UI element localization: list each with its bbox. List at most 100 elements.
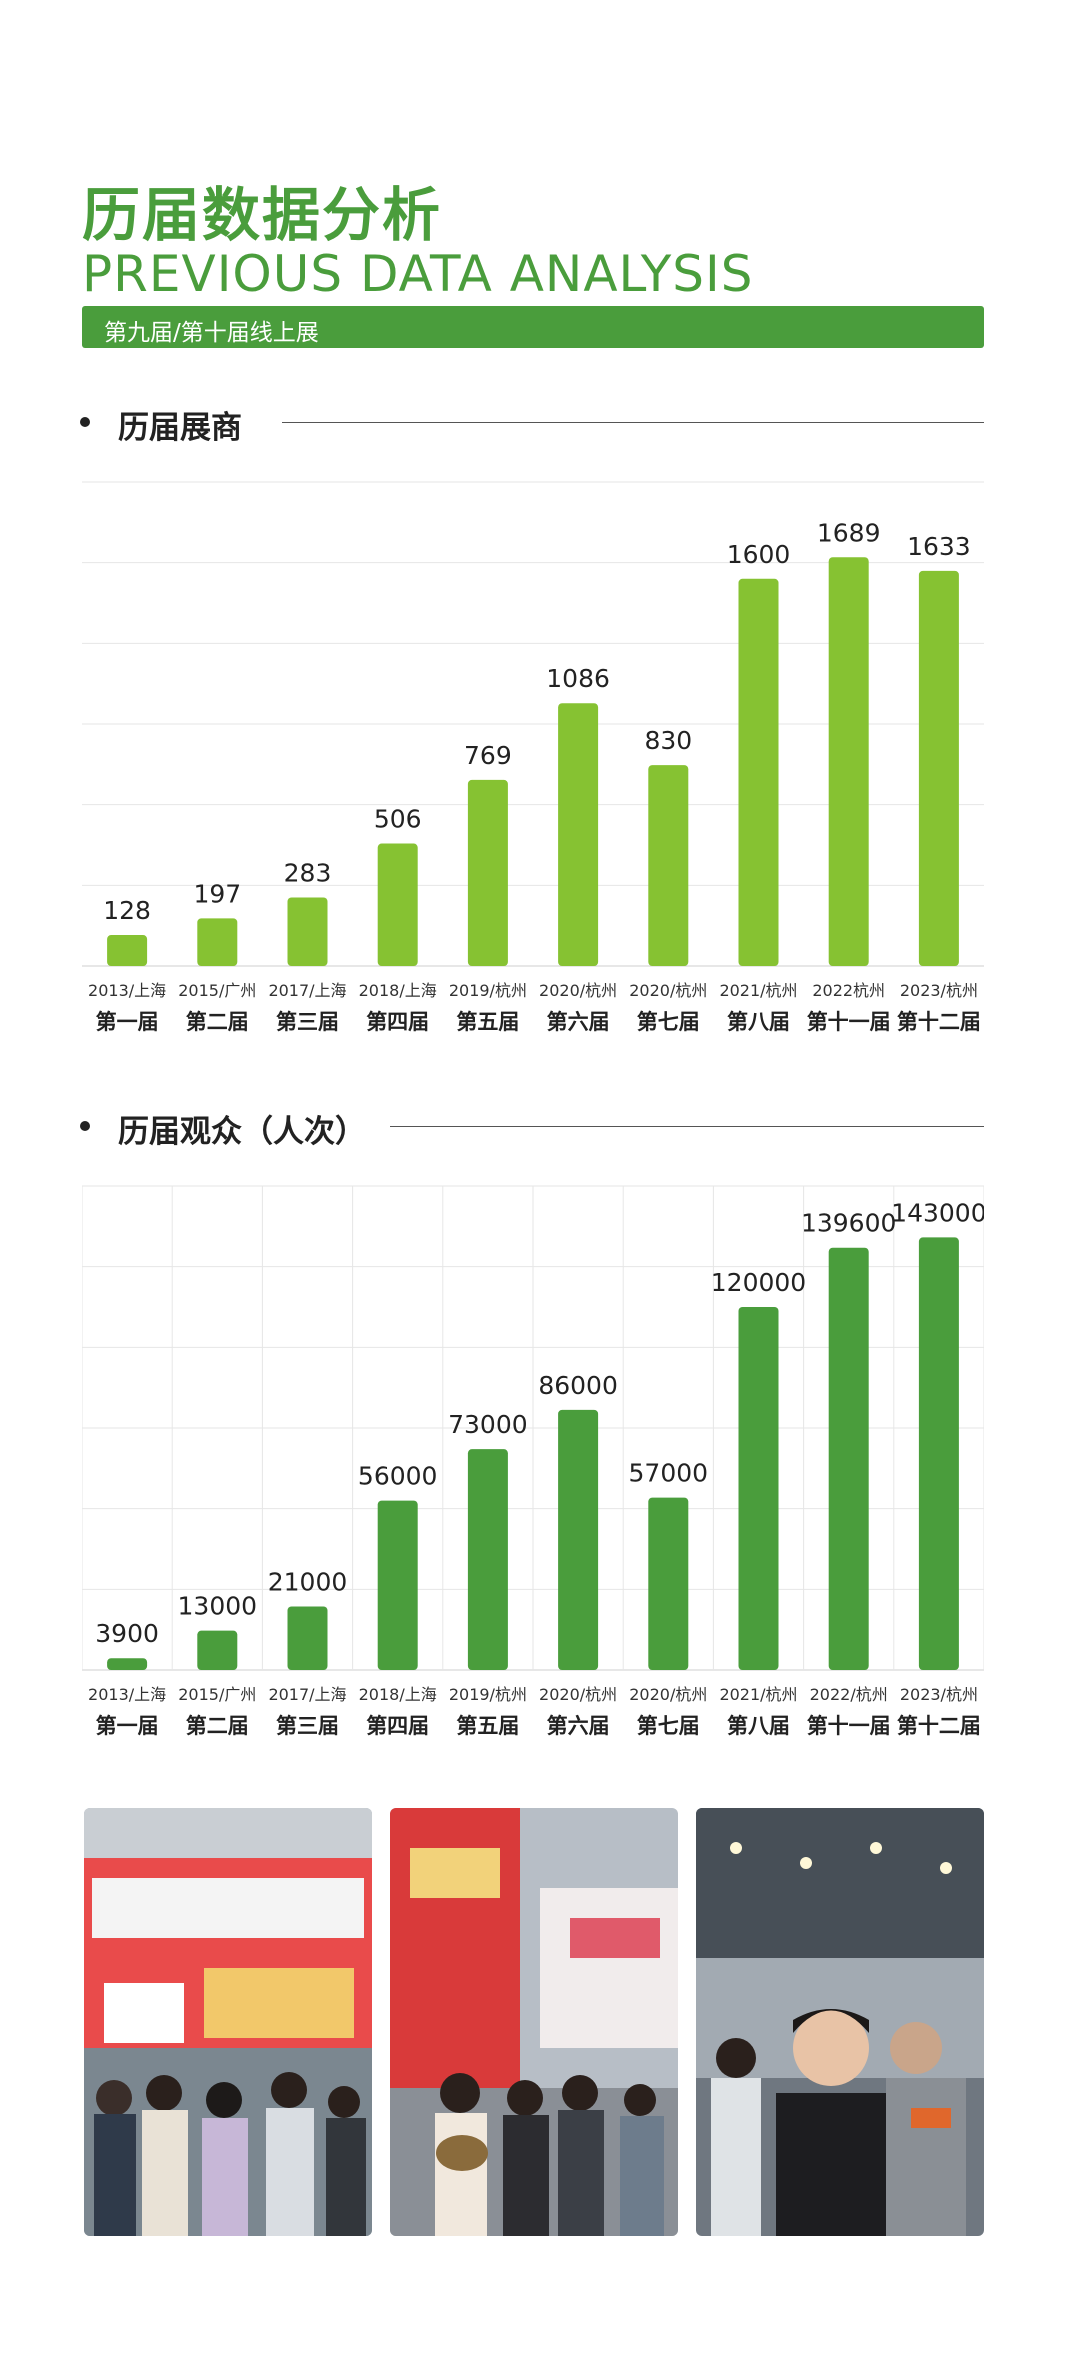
photo-strip (84, 1808, 984, 2236)
data-label: 283 (284, 859, 332, 888)
data-label: 21000 (268, 1567, 348, 1596)
bar (197, 918, 238, 966)
x-tick-label: 2020/杭州 (539, 1685, 617, 1704)
session-label: 第二届 (186, 1010, 249, 1034)
x-tick-label: 2019/杭州 (449, 1685, 527, 1704)
session-label: 第十一届 (807, 1714, 891, 1738)
data-label: 197 (193, 879, 241, 908)
data-label: 120000 (711, 1268, 806, 1297)
data-label: 139600 (801, 1209, 896, 1238)
bar (558, 703, 599, 966)
section-title-exhibitors: 历届展商 (118, 410, 242, 446)
data-label: 1086 (546, 664, 610, 693)
session-label: 第八届 (727, 1714, 790, 1738)
x-tick-label: 2018/上海 (359, 981, 437, 1000)
x-tick-label: 2023/杭州 (900, 981, 978, 1000)
x-tick-label: 2017/上海 (268, 1685, 346, 1704)
session-label: 第一届 (96, 1714, 159, 1738)
bar (467, 1449, 508, 1670)
session-label: 第十二届 (897, 1010, 981, 1034)
x-tick-label: 2018/上海 (359, 1685, 437, 1704)
section-divider (282, 422, 984, 423)
section-title-visitors: 历届观众（人次） (118, 1114, 366, 1150)
data-label: 1689 (817, 518, 881, 547)
bar (287, 897, 328, 966)
data-label: 13000 (178, 1592, 258, 1621)
exhibition-photo-visitor (696, 1808, 984, 2236)
bar (558, 1409, 599, 1670)
bar (107, 935, 148, 966)
bar (467, 779, 508, 966)
data-label: 506 (374, 805, 422, 834)
data-label: 1600 (727, 540, 791, 569)
section-header-visitors: 历届观众（人次） (80, 1106, 984, 1150)
x-tick-label: 2020/杭州 (629, 981, 707, 1000)
x-tick-label: 2020/杭州 (629, 1685, 707, 1704)
data-label: 86000 (538, 1371, 618, 1400)
bar (738, 578, 779, 966)
bar (648, 1497, 689, 1670)
page-title-en: PREVIOUS DATA ANALYSIS (82, 245, 754, 303)
bar (197, 1630, 238, 1670)
x-tick-label: 2015/广州 (178, 981, 256, 1000)
bar (738, 1307, 779, 1670)
data-label: 769 (464, 741, 512, 770)
session-label: 第三届 (276, 1010, 339, 1034)
x-tick-label: 2019/杭州 (449, 981, 527, 1000)
data-label: 56000 (358, 1462, 438, 1491)
bar (648, 765, 689, 966)
bar (107, 1658, 148, 1670)
x-tick-label: 2021/杭州 (719, 981, 797, 1000)
x-tick-label: 2015/广州 (178, 1685, 256, 1704)
session-label: 第五届 (456, 1010, 519, 1034)
session-label: 第二届 (186, 1714, 249, 1738)
session-label: 第六届 (547, 1714, 610, 1738)
data-label: 830 (644, 726, 692, 755)
bullet-dot (80, 417, 90, 427)
banner-label: 第九届/第十届线上展 (104, 320, 319, 346)
session-label: 第十二届 (897, 1714, 981, 1738)
session-label: 第八届 (727, 1010, 790, 1034)
data-label: 73000 (448, 1410, 528, 1439)
visitor-bar-chart: 3900 2013/上海第一届 13000 2015/广州第二届 21000 2017/上… (82, 1180, 984, 1750)
section-divider (390, 1126, 984, 1127)
session-label: 第六届 (547, 1010, 610, 1034)
exhibitor-bar-chart: 128 2013/上海第一届 197 2015/广州第二届 283 2017/上海第三届 5… (82, 470, 984, 1050)
session-label: 第三届 (276, 1714, 339, 1738)
page-title-cn: 历届数据分析 (82, 181, 443, 249)
session-label: 第七届 (637, 1010, 700, 1034)
data-label: 3900 (95, 1619, 159, 1648)
x-tick-label: 2021/杭州 (719, 1685, 797, 1704)
bullet-dot (80, 1121, 90, 1131)
data-label: 1633 (907, 532, 971, 561)
bar (918, 1237, 959, 1670)
x-tick-label: 2013/上海 (88, 1685, 166, 1704)
exhibition-photo-booth (84, 1808, 372, 2236)
x-tick-label: 2023/杭州 (900, 1685, 978, 1704)
bar (918, 570, 959, 966)
session-label: 第七届 (637, 1714, 700, 1738)
session-label: 第十一届 (807, 1010, 891, 1034)
banner: 第九届/第十届线上展 (82, 306, 984, 348)
bar (828, 557, 869, 966)
x-tick-label: 2013/上海 (88, 981, 166, 1000)
section-header-exhibitors: 历届展商 (80, 402, 984, 446)
data-label: 143000 (891, 1198, 984, 1227)
x-tick-label: 2022杭州 (812, 981, 885, 1000)
bar (287, 1606, 328, 1670)
data-label: 128 (103, 896, 151, 925)
x-tick-label: 2017/上海 (268, 981, 346, 1000)
session-label: 第四届 (366, 1010, 429, 1034)
session-label: 第五届 (456, 1714, 519, 1738)
session-label: 第一届 (96, 1010, 159, 1034)
exhibition-photo-crowd (390, 1808, 678, 2236)
data-label: 57000 (629, 1459, 709, 1488)
x-tick-label: 2020/杭州 (539, 981, 617, 1000)
bar (377, 1500, 418, 1670)
session-label: 第四届 (366, 1714, 429, 1738)
bar (377, 843, 418, 966)
x-tick-label: 2022/杭州 (810, 1685, 888, 1704)
bar (828, 1247, 869, 1670)
